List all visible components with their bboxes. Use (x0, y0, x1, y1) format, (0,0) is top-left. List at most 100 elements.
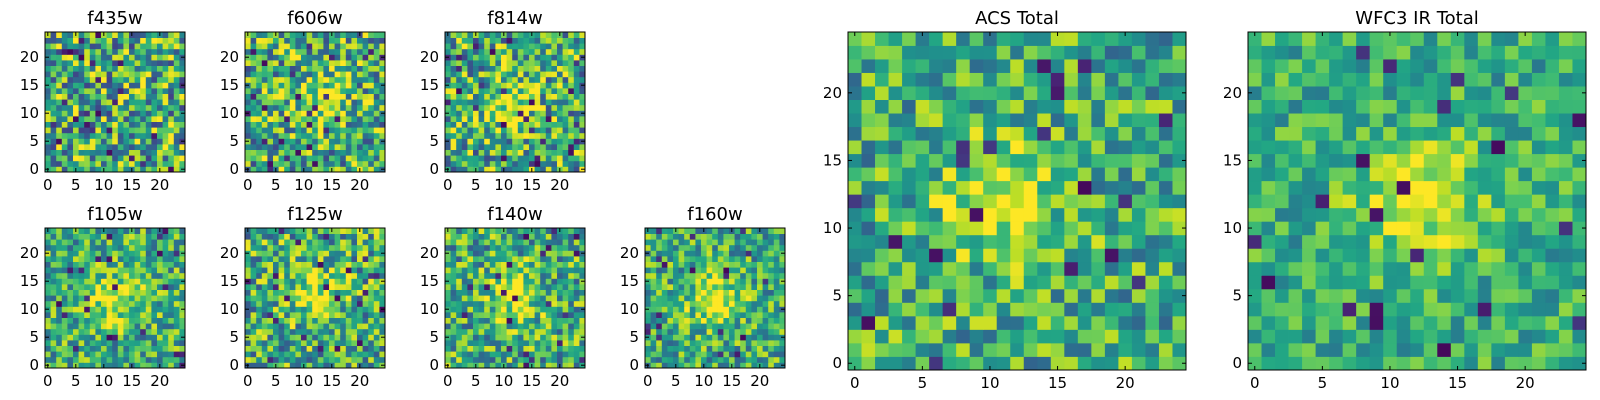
heatmap-cell (173, 362, 180, 369)
heatmap-cell (656, 328, 663, 335)
heatmap-cell (579, 99, 586, 106)
heatmap-cell (729, 323, 735, 330)
heatmap-cell (467, 272, 474, 279)
heatmap-cell (568, 272, 575, 279)
heatmap-cell (345, 233, 352, 240)
heatmap-cell (261, 306, 268, 313)
heatmap-cell (545, 37, 552, 44)
heatmap-cell (284, 312, 291, 318)
heatmap-cell (140, 356, 147, 363)
heatmap-cell (523, 323, 530, 330)
heatmap-cell (701, 261, 707, 268)
heatmap-cell (695, 351, 702, 358)
heatmap-cell (517, 334, 524, 341)
heatmap-cell (306, 239, 313, 246)
heatmap-cell (467, 121, 474, 128)
heatmap-cell (84, 93, 91, 100)
heatmap-cell (768, 233, 775, 240)
heatmap-cell (267, 272, 274, 279)
heatmap-cell (379, 37, 386, 44)
heatmap-cell (723, 312, 730, 318)
heatmap-cell (902, 302, 916, 317)
heatmap-cell (545, 144, 552, 150)
heatmap-cell (362, 37, 369, 44)
heatmap-cell (534, 144, 541, 150)
heatmap-cell (273, 160, 279, 167)
heatmap-cell (517, 76, 524, 83)
heatmap-cell (915, 153, 930, 168)
heatmap-cell (684, 334, 691, 341)
heatmap-cell (123, 82, 130, 89)
heatmap-cell (523, 71, 530, 78)
heatmap-cell (478, 256, 485, 262)
heatmap-cell (284, 60, 291, 66)
heatmap-cell (751, 328, 758, 335)
heatmap-cell (323, 144, 330, 150)
heatmap-cell (450, 356, 457, 363)
heatmap-cell (540, 138, 547, 145)
heatmap-cell (56, 272, 63, 279)
heatmap-cell (129, 284, 135, 290)
heatmap-cell (50, 65, 57, 72)
heatmap-cell (261, 244, 268, 251)
axes-frame (244, 227, 386, 369)
heatmap-cell (551, 334, 558, 341)
heatmap-cell (284, 362, 291, 369)
heatmap-cell (117, 351, 124, 358)
heatmap-cell (523, 82, 530, 89)
heatmap-cell (734, 317, 741, 324)
x-tick-label: 15 (322, 372, 341, 390)
heatmap-cell (529, 261, 535, 268)
heatmap-cell (250, 32, 257, 38)
heatmap-cell (78, 127, 85, 134)
heatmap-cell (273, 233, 279, 240)
heatmap-cell (140, 312, 147, 318)
y-tick-label: 0 (229, 356, 239, 374)
heatmap-cell (734, 356, 741, 363)
heatmap-cell (267, 261, 274, 268)
heatmap-cell (379, 289, 386, 296)
heatmap-cell (78, 345, 85, 352)
heatmap-cell (523, 54, 530, 61)
heatmap-cell (1010, 207, 1025, 222)
heatmap-cell (495, 267, 502, 274)
heatmap-cell (317, 127, 324, 134)
heatmap-cell (73, 43, 79, 50)
heatmap-cell (289, 261, 296, 268)
heatmap-cell (84, 295, 91, 302)
heatmap-cell (329, 82, 335, 89)
heatmap-cell (489, 138, 496, 145)
heatmap-cell (495, 60, 502, 66)
heatmap-cell (351, 300, 358, 307)
heatmap-cell (134, 306, 141, 313)
heatmap-cell (261, 345, 268, 352)
heatmap-cell (151, 54, 158, 61)
heatmap-cell (301, 88, 307, 94)
heatmap-cell (317, 104, 324, 111)
heatmap-cell (101, 328, 107, 335)
heatmap-cell (551, 295, 558, 302)
heatmap-cell (123, 267, 130, 274)
heatmap-cell (706, 351, 713, 358)
y-tick-label: 5 (429, 328, 439, 346)
heatmap-cell (284, 351, 291, 358)
heatmap-cell (312, 110, 319, 117)
heatmap-cell (329, 317, 335, 324)
heatmap-cell (84, 54, 91, 61)
heatmap-cell (106, 312, 113, 318)
heatmap-cell (762, 289, 769, 296)
heatmap-cell (84, 317, 91, 324)
heatmap-cell (729, 278, 735, 285)
heatmap-cell (117, 144, 124, 150)
heatmap-cell (123, 110, 130, 117)
heatmap-cell (351, 244, 358, 251)
heatmap-cell (495, 127, 502, 134)
heatmap-cell (506, 82, 513, 89)
heatmap-cell (329, 267, 335, 274)
heatmap-cell (123, 334, 130, 341)
heatmap-cell (273, 76, 279, 83)
heatmap-cell (579, 351, 586, 358)
heatmap-cell (551, 149, 558, 156)
heatmap-cell (368, 295, 375, 302)
heatmap-cell (351, 278, 358, 285)
